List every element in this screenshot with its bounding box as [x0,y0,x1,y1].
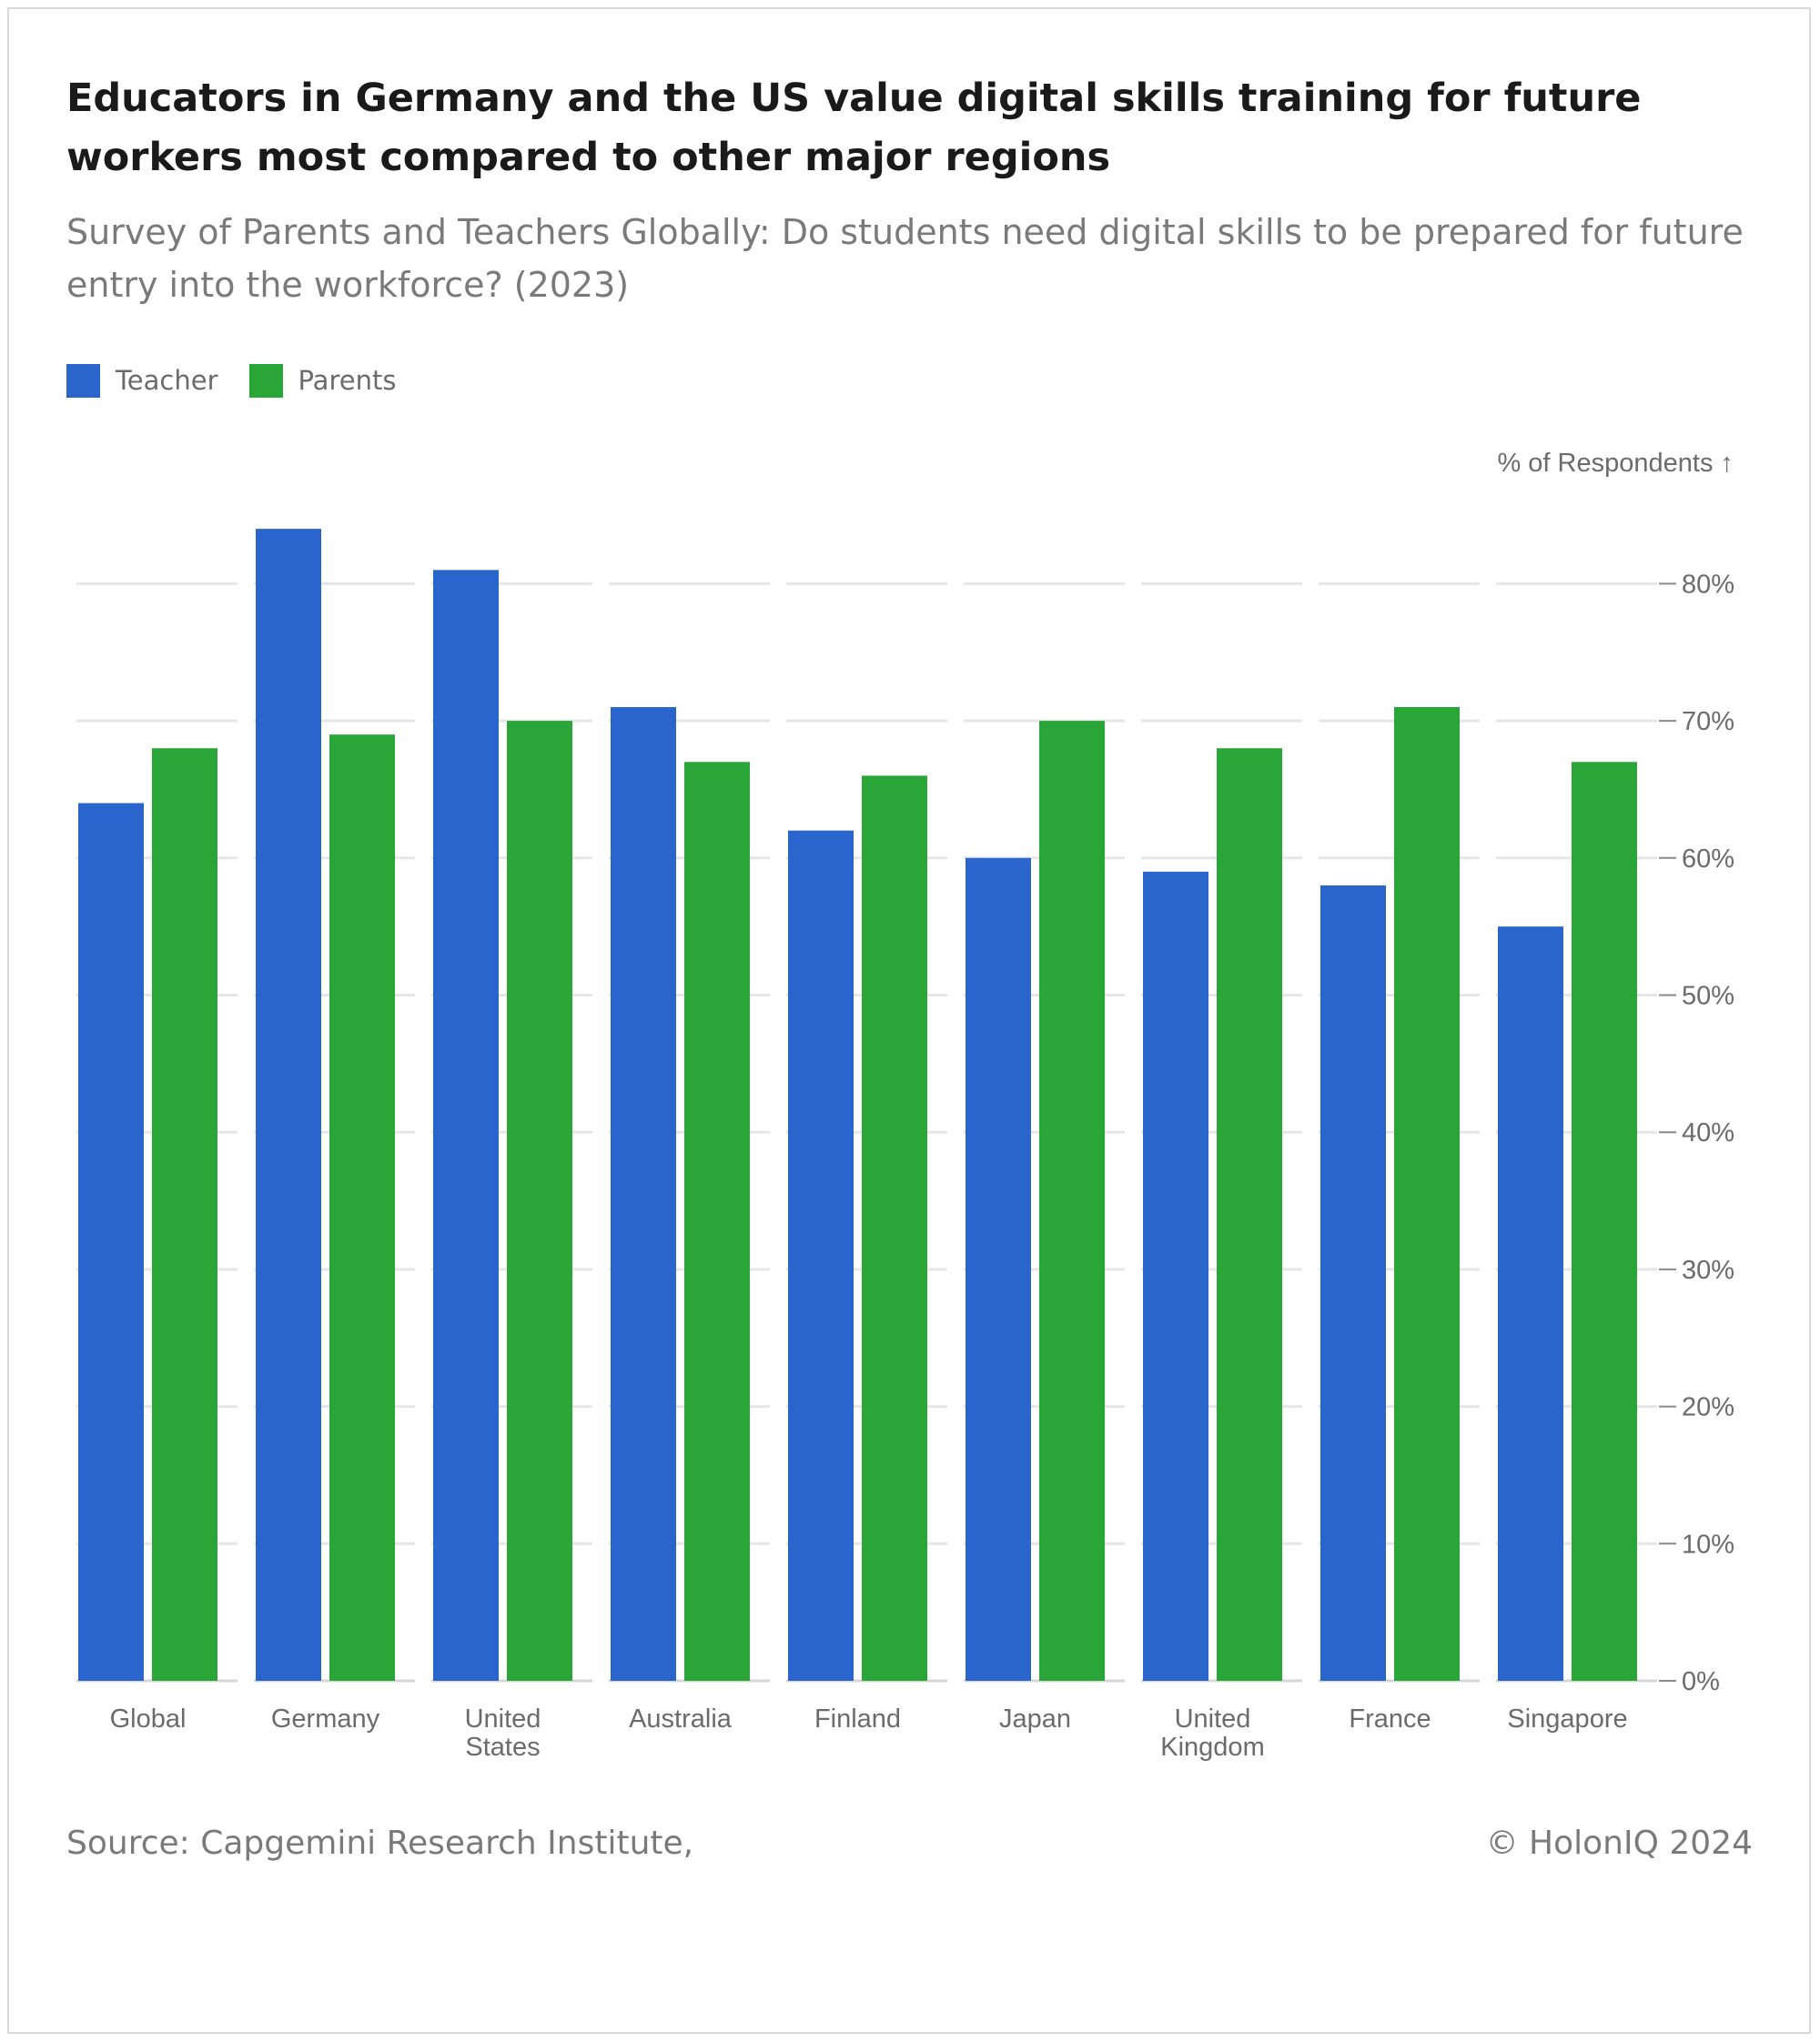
bar-teacher[interactable] [256,529,321,1681]
legend-item-parents[interactable]: Parents [248,363,397,398]
legend-swatch-parents [248,363,283,398]
y-tick-label: 20% [1682,1393,1734,1422]
x-tick-label: Japan [999,1704,1071,1734]
bar-parents[interactable] [1394,707,1460,1681]
legend-item-teacher[interactable]: Teacher [66,363,218,398]
y-tick-label: 30% [1682,1256,1734,1285]
bar-parents[interactable] [507,721,572,1681]
bar-teacher[interactable] [611,707,676,1681]
bar-parents[interactable] [1039,721,1105,1681]
y-tick-label: 60% [1682,845,1734,874]
bar-parents[interactable] [152,748,217,1681]
bar-teacher[interactable] [1498,926,1563,1681]
x-tick-label: United States [465,1704,541,1762]
bar-parents[interactable] [1217,748,1282,1681]
bar-teacher[interactable] [433,570,499,1681]
x-tick-label: Germany [271,1704,380,1734]
x-tick-label: Global [110,1704,187,1734]
legend-label-parents: Parents [298,365,397,396]
x-tick-label: Finland [814,1704,901,1734]
y-tick-label: 10% [1682,1530,1734,1559]
bar-parents[interactable] [684,762,750,1681]
bar-teacher[interactable] [1143,871,1208,1681]
x-tick-label: United Kingdom [1160,1704,1264,1762]
bar-teacher[interactable] [78,803,144,1681]
bar-teacher[interactable] [788,830,854,1681]
x-tick-label: Australia [629,1704,733,1734]
legend-swatch-teacher [66,363,100,398]
legend: Teacher Parents [66,362,427,399]
y-tick-label: 40% [1682,1118,1734,1148]
x-tick-label: France [1349,1704,1431,1734]
y-tick-label: 80% [1682,570,1734,599]
chart-subtitle: Survey of Parents and Teachers Globally:… [66,212,1744,305]
y-tick-label: 50% [1682,982,1734,1011]
bar-parents[interactable] [1572,762,1637,1681]
legend-label-teacher: Teacher [116,365,218,396]
y-tick-label: 0% [1682,1667,1720,1696]
y-tick-label: 70% [1682,707,1734,736]
bar-teacher[interactable] [1320,885,1386,1681]
copyright-note: © HolonIQ 2024 [1485,1825,1753,1862]
chart-title: Educators in Germany and the US value di… [66,76,1642,180]
bar-parents[interactable] [862,775,927,1681]
y-axis-title: % of Respondents ↑ [1497,449,1734,478]
x-tick-label: Singapore [1507,1704,1627,1734]
bar-parents[interactable] [329,734,395,1682]
bar-teacher[interactable] [966,857,1031,1681]
source-note: Source: Capgemini Research Institute, [66,1825,694,1862]
